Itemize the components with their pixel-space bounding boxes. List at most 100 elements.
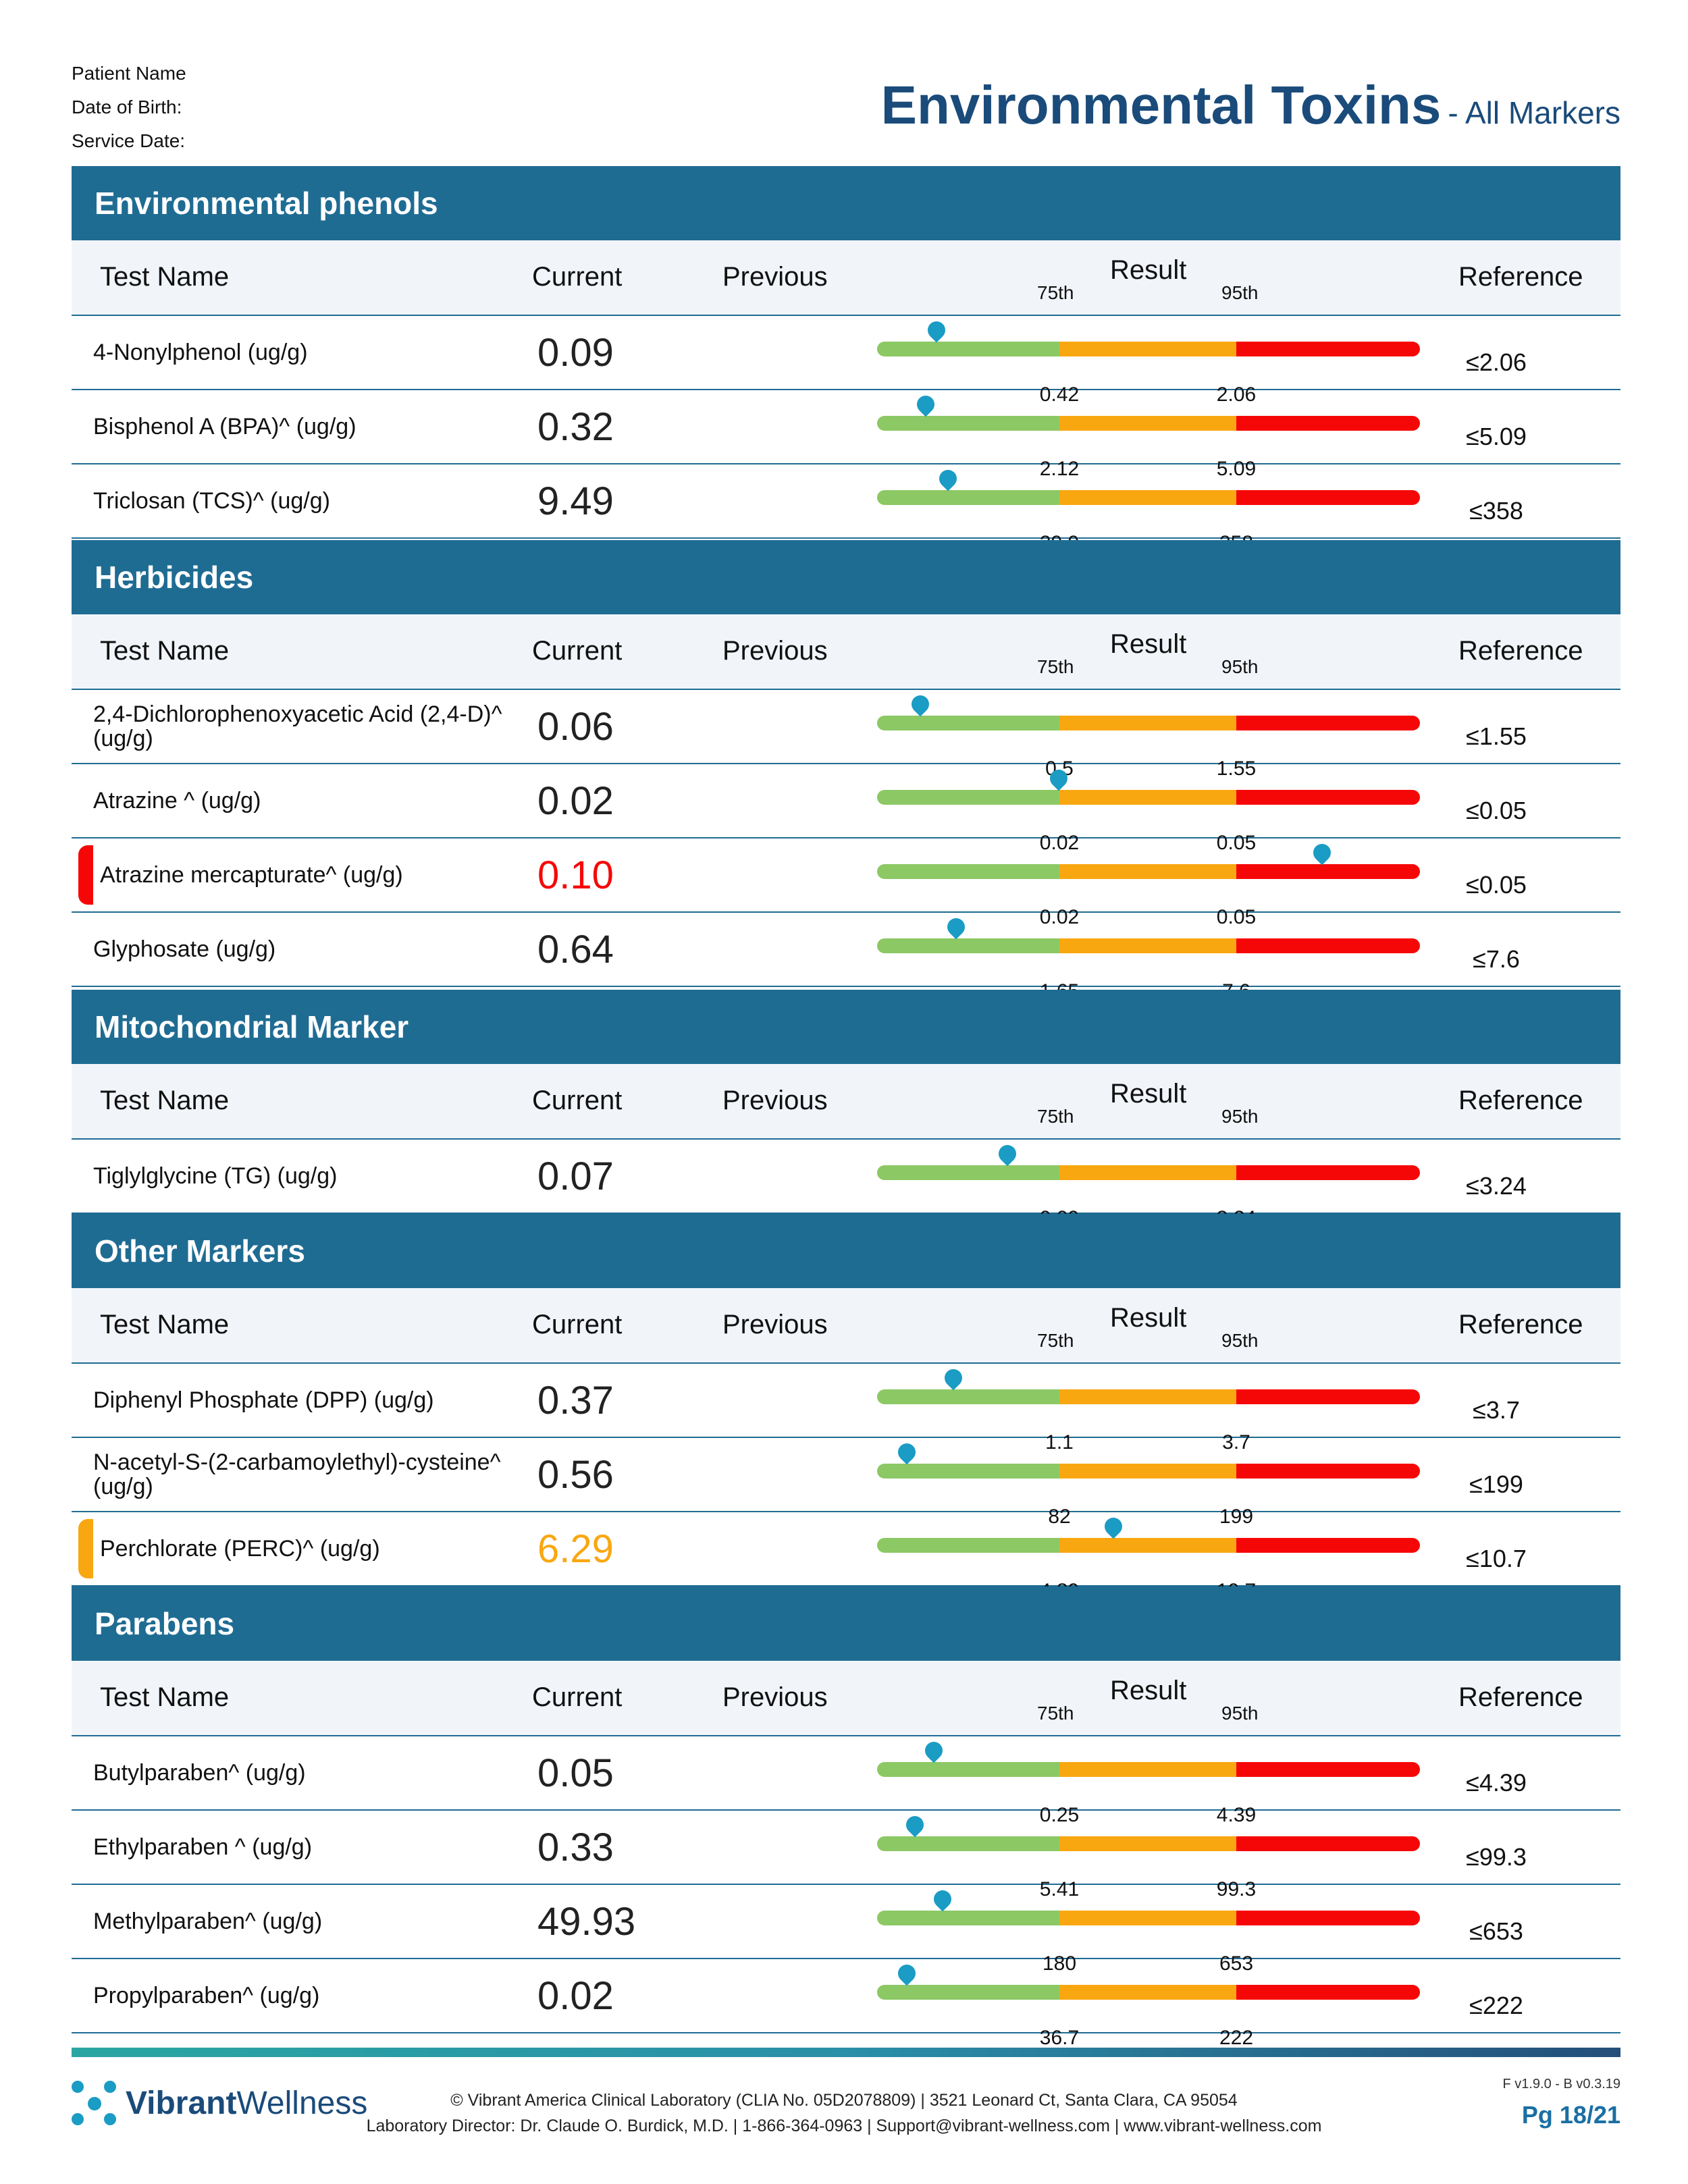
marker-pin-icon bbox=[1046, 766, 1072, 791]
table-row: Triclosan (TCS)^ (ug/g) 9.49 29.9 358 ≤3… bbox=[72, 464, 1620, 554]
section-title: Herbicides bbox=[72, 540, 1620, 614]
reference-value: ≤10.7 bbox=[1466, 1545, 1527, 1572]
section-title: Mitochondrial Marker bbox=[72, 990, 1620, 1064]
bar-green bbox=[877, 342, 1059, 356]
reference-value: ≤653 bbox=[1469, 1917, 1523, 1945]
label-95th-value: 4.39 bbox=[1216, 1804, 1257, 1826]
table-header: Test Name Current Previous Result 75th 9… bbox=[72, 1661, 1620, 1736]
table-row: Bisphenol A (BPA)^ (ug/g) 0.32 2.12 5.09… bbox=[72, 390, 1620, 480]
current-value: 0.10 bbox=[537, 853, 614, 897]
header-current: Current bbox=[532, 262, 623, 292]
bar-red bbox=[1236, 1538, 1420, 1553]
table-row: Perchlorate (PERC)^ (ug/g) 6.29 4.89 10.… bbox=[72, 1512, 1620, 1602]
header-previous: Previous bbox=[722, 1682, 828, 1712]
header-75th: 75th bbox=[1037, 656, 1074, 677]
bar-red bbox=[1236, 1762, 1420, 1777]
label-95th-value: 5.09 bbox=[1216, 458, 1257, 480]
brand-light: Wellness bbox=[236, 2085, 368, 2121]
bar-red bbox=[1236, 716, 1420, 730]
bar-orange bbox=[1059, 1985, 1236, 2000]
label-75th-value: 2.12 bbox=[1039, 458, 1080, 480]
bar-orange bbox=[1059, 716, 1236, 730]
bar-orange bbox=[1059, 1836, 1236, 1851]
result-bar: 0.5 1.55 bbox=[877, 691, 1420, 780]
table-row: Diphenyl Phosphate (DPP) (ug/g) 0.37 1.1… bbox=[72, 1364, 1620, 1454]
table-row: Methylparaben^ (ug/g) 49.93 180 653 ≤653 bbox=[72, 1885, 1620, 1975]
reference-value: ≤222 bbox=[1469, 1992, 1523, 2019]
table-row: Ethylparaben ^ (ug/g) 0.33 5.41 99.3 ≤99… bbox=[72, 1811, 1620, 1900]
label-95th-value: 199 bbox=[1219, 1506, 1254, 1528]
reference-value: ≤5.09 bbox=[1466, 423, 1527, 450]
header-95th: 95th bbox=[1221, 1106, 1259, 1127]
section-3: Other Markers Test Name Current Previous… bbox=[72, 1214, 1620, 1602]
test-name: Glyphosate (ug/g) bbox=[93, 936, 276, 962]
version-text: F v1.9.0 - B v0.3.19 bbox=[1502, 2077, 1620, 2092]
copyright-icon: © bbox=[450, 2091, 468, 2110]
marker-pin-icon bbox=[943, 914, 968, 940]
bar-red bbox=[1236, 790, 1420, 805]
result-bar: 4.89 10.7 bbox=[877, 1514, 1420, 1602]
header-previous: Previous bbox=[722, 1086, 828, 1115]
dob-label: Date of Birth: bbox=[72, 97, 182, 117]
label-75th-value: 36.7 bbox=[1039, 2027, 1080, 2049]
footer-info: © Vibrant America Clinical Laboratory (C… bbox=[338, 2087, 1350, 2139]
section-title: Environmental phenols bbox=[72, 166, 1620, 240]
table-row: Glyphosate (ug/g) 0.64 1.65 7.6 ≤7.6 bbox=[72, 913, 1620, 1003]
marker-pin-icon bbox=[935, 466, 960, 491]
header-previous: Previous bbox=[722, 636, 828, 666]
section-1: Herbicides Test Name Current Previous Re… bbox=[72, 540, 1620, 1003]
marker-pin-icon bbox=[894, 1961, 920, 1986]
bar-orange bbox=[1059, 490, 1236, 505]
flag-indicator bbox=[78, 1519, 93, 1578]
footer-divider bbox=[72, 2048, 1620, 2057]
header-test-name: Test Name bbox=[100, 636, 230, 666]
vibrant-logo-icon bbox=[72, 2081, 116, 2125]
label-75th-value: 0.25 bbox=[1039, 1804, 1080, 1826]
test-name: Tiglylglycine (TG) (ug/g) bbox=[93, 1163, 338, 1189]
bar-green bbox=[877, 1985, 1059, 2000]
marker-pin-icon bbox=[924, 317, 949, 343]
result-bar: 0.02 0.05 bbox=[877, 766, 1420, 854]
header-test-name: Test Name bbox=[100, 1086, 230, 1115]
bar-orange bbox=[1059, 342, 1236, 356]
bar-orange bbox=[1059, 1464, 1236, 1479]
header-result: Result bbox=[1110, 1303, 1187, 1333]
result-bar: 36.7 222 bbox=[877, 1961, 1420, 2049]
header-current: Current bbox=[532, 1086, 623, 1115]
patient-name-label: Patient Name bbox=[72, 63, 186, 84]
table-row: Butylparaben^ (ug/g) 0.05 0.25 4.39 ≤4.3… bbox=[72, 1736, 1620, 1826]
reference-value: ≤2.06 bbox=[1466, 348, 1527, 376]
bar-red bbox=[1236, 1165, 1420, 1180]
label-95th-value: 0.05 bbox=[1216, 832, 1257, 854]
reference-value: ≤99.3 bbox=[1466, 1843, 1527, 1871]
bar-green bbox=[877, 1165, 1059, 1180]
header-75th: 75th bbox=[1037, 1330, 1074, 1351]
label-95th-value: 1.55 bbox=[1216, 757, 1257, 780]
header-result: Result bbox=[1110, 1079, 1187, 1109]
header-result: Result bbox=[1110, 255, 1187, 285]
reference-value: ≤1.55 bbox=[1466, 722, 1527, 750]
header-75th: 75th bbox=[1037, 282, 1074, 303]
header-95th: 95th bbox=[1221, 282, 1259, 303]
bar-green bbox=[877, 1464, 1059, 1479]
header-reference: Reference bbox=[1458, 262, 1583, 292]
label-95th-value: 3.7 bbox=[1222, 1431, 1250, 1454]
label-75th-value: 5.41 bbox=[1039, 1878, 1080, 1900]
section-4: Parabens Test Name Current Previous Resu… bbox=[72, 1587, 1620, 2049]
flag-indicator bbox=[78, 845, 93, 905]
table-row: Atrazine mercapturate^ (ug/g) 0.10 0.02 … bbox=[72, 838, 1620, 928]
test-name: Atrazine ^ (ug/g) bbox=[93, 788, 261, 814]
test-name: Triclosan (TCS)^ (ug/g) bbox=[93, 488, 330, 514]
table-row: N-acetyl-S-(2-carbamoylethyl)-cysteine^ … bbox=[72, 1438, 1620, 1528]
result-bar: 29.9 358 bbox=[877, 466, 1420, 554]
current-value: 6.29 bbox=[537, 1526, 614, 1571]
vibrant-logo: VibrantWellness bbox=[72, 2079, 367, 2127]
bar-green bbox=[877, 790, 1059, 805]
current-value: 0.05 bbox=[537, 1751, 614, 1795]
bar-green bbox=[877, 1911, 1059, 1925]
bar-green bbox=[877, 1836, 1059, 1851]
table-header: Test Name Current Previous Result 75th 9… bbox=[72, 614, 1620, 690]
bar-red bbox=[1236, 1985, 1420, 2000]
bar-red bbox=[1236, 1911, 1420, 1925]
test-name: Atrazine mercapturate^ (ug/g) bbox=[100, 862, 403, 888]
